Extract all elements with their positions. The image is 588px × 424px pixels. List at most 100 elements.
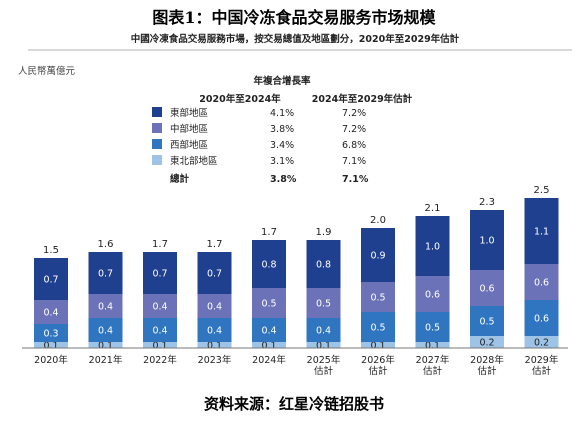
x-tick-label: 估計: [368, 365, 388, 377]
chart-container: 中國冷凍食品交易服務市場，按交易總值及地區劃分，2020年至2029年估計 人民…: [12, 28, 578, 388]
bar-value-label: 1.0: [479, 236, 494, 247]
legend-swatch: [152, 139, 162, 149]
cagr-header: 年複合增長率: [253, 75, 311, 87]
bar-segment: [252, 240, 286, 288]
bar-segment: [34, 324, 68, 342]
bar-segment: [470, 270, 504, 306]
bar-total-label: 2.1: [425, 203, 441, 214]
bar-segment: [197, 318, 232, 342]
bar-value-label: 0.4: [207, 326, 222, 337]
stacked-bar-chart: 中國冷凍食品交易服務市場，按交易總值及地區劃分，2020年至2029年估計 人民…: [18, 33, 572, 377]
bar-segment: [197, 294, 232, 318]
bar-segment: [361, 312, 395, 342]
bar-value-label: 0.6: [534, 314, 549, 325]
x-tick-label: 估計: [532, 365, 552, 377]
bar-segment: [252, 318, 286, 342]
bar-total-label: 1.7: [152, 239, 168, 250]
legend-label: 東北部地區: [170, 155, 218, 167]
bar-value-label: 0.5: [425, 323, 440, 334]
bar-total-label: 2.0: [370, 215, 386, 226]
bar-value-label: 0.1: [370, 341, 385, 352]
bar-segment: [143, 294, 177, 318]
bar-value-label: 0.1: [152, 341, 167, 352]
x-tick-label: 估計: [477, 365, 497, 377]
bar-segment: [361, 228, 395, 282]
cagr-total-col1: 3.8%: [270, 174, 297, 185]
cagr-total-col2: 7.1%: [342, 174, 369, 185]
bar-segment: [361, 282, 395, 312]
bar-value-label: 0.8: [316, 260, 331, 271]
bar-segment: [143, 342, 177, 348]
bar-value-label: 0.5: [479, 317, 494, 328]
x-tick-label: 2025年: [307, 354, 341, 366]
x-axis: 2020年 2021年 2022年 2023年 2024年 2025年估計2026年估計2…: [22, 347, 568, 377]
bar-value-label: 0.1: [425, 341, 440, 352]
bar-segment: [306, 342, 341, 348]
x-tick-label: 估計: [423, 365, 443, 377]
bar-total-label: 1.9: [316, 227, 332, 238]
bar-segment: [34, 300, 68, 324]
bar-segment: [143, 252, 177, 294]
bar-value-label: 0.5: [370, 323, 385, 334]
x-tick-label: 2024年: [252, 354, 286, 366]
bar-value-label: 0.5: [370, 293, 385, 304]
bar-segment: [88, 318, 123, 342]
bar-value-label: 0.6: [534, 278, 549, 289]
bar-segment: [34, 258, 68, 300]
cagr-value-col1: 3.8%: [270, 124, 294, 135]
bar-total-label: 2.3: [479, 197, 495, 208]
bar-value-label: 0.1: [261, 341, 276, 352]
figure-title: 图表1：中国冷冻食品交易服务市场规模: [152, 8, 436, 27]
bar-segment: [197, 252, 232, 294]
cagr-value-col1: 4.1%: [270, 108, 294, 119]
x-tick-label: 2023年: [198, 354, 232, 366]
y-axis-unit-label: 人民幣萬億元: [18, 65, 76, 77]
bar-value-label: 0.1: [43, 341, 58, 352]
bar-segment: [415, 312, 450, 342]
cagr-value-col2: 7.1%: [342, 156, 366, 167]
bars-group: 0.10.30.40.71.50.10.40.40.71.60.10.40.40…: [34, 185, 559, 352]
bar-total-label: 1.7: [261, 227, 277, 238]
bar-segment: [306, 288, 341, 318]
legend-swatch: [152, 107, 162, 117]
cagr-value-col2: 7.2%: [342, 108, 366, 119]
bar-segment: [34, 342, 68, 348]
cagr-col1-header: 2020年至2024年: [199, 93, 281, 105]
bar-value-label: 0.7: [98, 269, 113, 280]
x-tick-label: 2028年: [470, 354, 504, 366]
bar-value-label: 0.3: [43, 329, 58, 340]
cagr-value-col2: 6.8%: [342, 140, 366, 151]
x-tick-label: 估計: [314, 365, 334, 377]
x-tick-label: 2021年: [89, 354, 123, 366]
bar-segment: [470, 306, 504, 336]
legend-label: 東部地區: [170, 107, 208, 119]
bar-value-label: 0.6: [425, 290, 440, 301]
cagr-value-col1: 3.4%: [270, 140, 294, 151]
bar-value-label: 0.8: [261, 260, 276, 271]
legend-swatch: [152, 155, 162, 165]
bar-value-label: 0.2: [534, 338, 549, 349]
bar-segment: [361, 342, 395, 348]
bar-total-label: 1.6: [98, 239, 114, 250]
bar-value-label: 0.2: [479, 338, 494, 349]
bar-value-label: 0.4: [43, 308, 58, 319]
bar-segment: [88, 294, 123, 318]
bar-value-label: 0.4: [98, 302, 113, 313]
bar-value-label: 0.4: [316, 326, 331, 337]
bar-value-label: 0.1: [98, 341, 113, 352]
bar-segment: [252, 342, 286, 348]
chart-title: 中國冷凍食品交易服務市場，按交易總值及地區劃分，2020年至2029年估計: [131, 33, 460, 45]
bar-value-label: 0.6: [479, 284, 494, 295]
cagr-total-label: 總計: [170, 173, 190, 185]
x-tick-label: 2026年: [361, 354, 395, 366]
bar-value-label: 0.4: [207, 302, 222, 313]
bar-value-label: 0.9: [370, 251, 385, 262]
bar-value-label: 0.7: [152, 269, 167, 280]
bar-value-label: 0.4: [152, 302, 167, 313]
source-note: 资料来源：红星冷链招股书: [203, 395, 384, 413]
bar-segment: [252, 288, 286, 318]
bar-segment: [470, 210, 504, 270]
cagr-value-col1: 3.1%: [270, 156, 294, 167]
legend-label: 西部地區: [170, 139, 208, 151]
